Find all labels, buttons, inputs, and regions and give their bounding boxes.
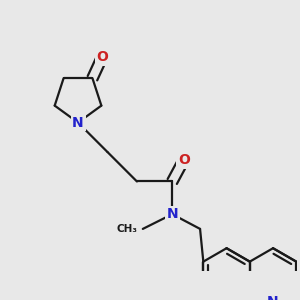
Text: O: O (96, 50, 108, 64)
Text: N: N (267, 295, 279, 300)
Text: O: O (178, 153, 190, 167)
Text: N: N (167, 207, 178, 221)
Text: CH₃: CH₃ (117, 224, 138, 234)
Text: N: N (72, 116, 84, 130)
